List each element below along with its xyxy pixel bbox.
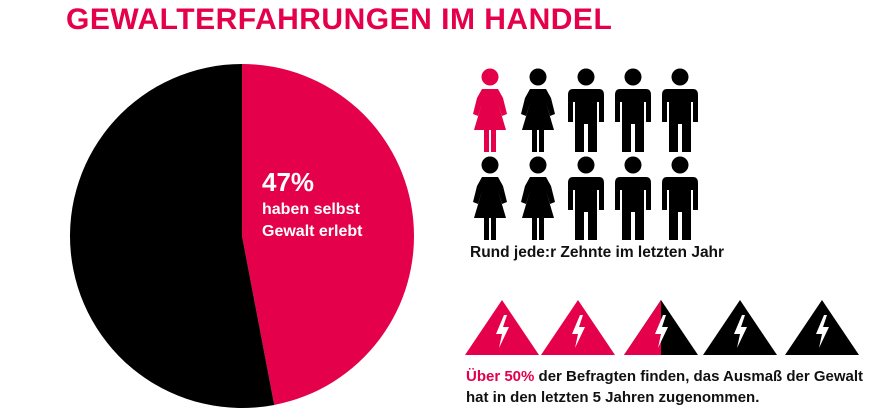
person-icon-0 — [473, 68, 507, 152]
warning-icon-1 — [541, 300, 615, 355]
lightning-icon — [496, 315, 509, 348]
warning-caption: Über 50% der Befragten finden, das Ausma… — [466, 366, 866, 408]
lightning-icon — [572, 315, 585, 348]
person-icon-6 — [521, 156, 555, 240]
pie-slice-1 — [69, 64, 275, 408]
warning-caption-rest: der Befragten finden, das Ausmaß der Gew… — [466, 368, 864, 406]
pie-slice-0 — [242, 64, 414, 405]
warning-caption-highlight: Über 50% — [466, 368, 535, 385]
person-icon-7 — [568, 156, 604, 240]
warning-icon-3 — [703, 300, 777, 355]
person-icon-5 — [473, 156, 507, 240]
chart-title: GEWALTERFAHRUNGEN IM HANDEL — [66, 3, 613, 36]
warning-icon-4 — [785, 300, 859, 355]
person-icon-1 — [521, 68, 555, 152]
warning-icon-2 — [624, 300, 698, 355]
pie-description-label: haben selbst Gewalt erlebt — [262, 201, 363, 240]
lightning-icon — [734, 315, 747, 348]
pie-slice-label: 47% haben selbst Gewalt erlebt — [262, 165, 402, 243]
people-caption: Rund jede:r Zehnte im letzten Jahr — [470, 244, 725, 261]
person-icon-4 — [662, 68, 698, 152]
person-icon-2 — [568, 68, 604, 152]
warning-icon-0 — [465, 300, 539, 355]
lightning-icon — [816, 315, 829, 348]
pie-percent-label: 47% — [262, 167, 315, 197]
person-icon-9 — [662, 156, 698, 240]
person-icon-3 — [615, 68, 651, 152]
lightning-icon — [655, 315, 668, 348]
person-icon-8 — [615, 156, 651, 240]
